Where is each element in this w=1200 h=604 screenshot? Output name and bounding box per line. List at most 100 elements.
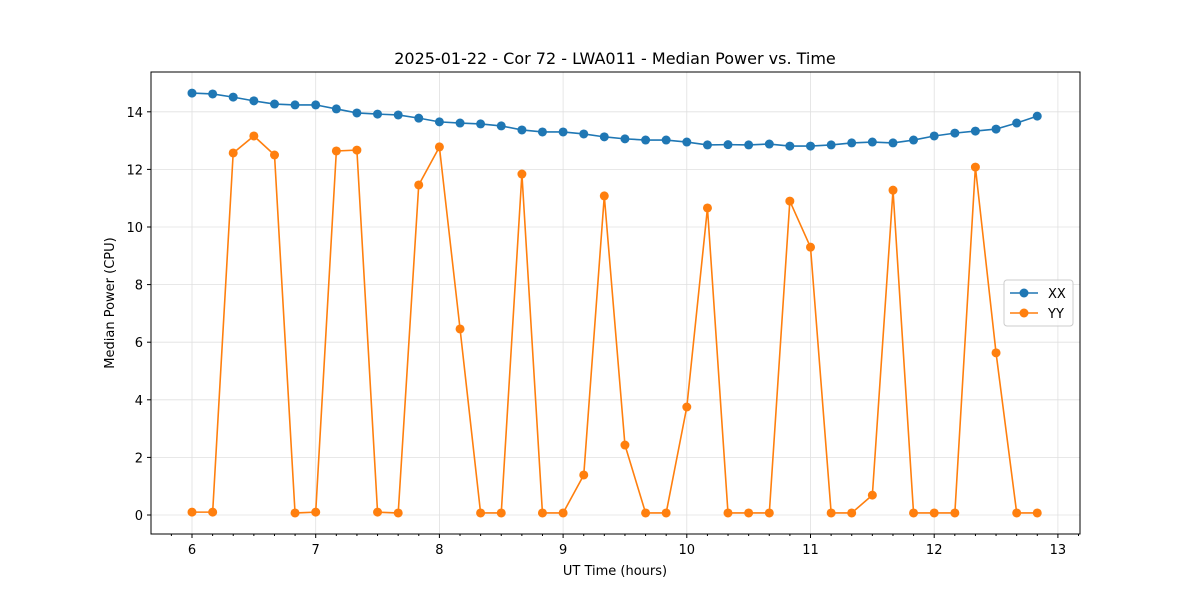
plot-frame bbox=[150, 71, 1081, 535]
x-tick-label: 9 bbox=[559, 543, 567, 558]
data-point-yy bbox=[826, 508, 836, 518]
y-tick-label: 8 bbox=[135, 279, 143, 294]
x-axis: 6 7 8 9 10 11 12 13 bbox=[170, 534, 1080, 558]
data-point-yy bbox=[496, 508, 506, 518]
data-point-xx bbox=[1032, 111, 1042, 121]
data-point-xx bbox=[950, 128, 960, 138]
data-point-xx bbox=[785, 141, 795, 151]
y-tick-label: 2 bbox=[135, 451, 143, 466]
data-point-yy bbox=[970, 162, 980, 172]
data-point-yy bbox=[537, 508, 547, 518]
data-point-yy bbox=[702, 203, 712, 213]
data-point-xx bbox=[352, 108, 362, 118]
data-point-yy bbox=[270, 150, 280, 160]
data-point-yy bbox=[847, 508, 857, 518]
x-tick-label: 10 bbox=[679, 543, 696, 558]
data-point-xx bbox=[208, 89, 218, 99]
data-point-xx bbox=[228, 92, 238, 102]
data-point-xx bbox=[270, 99, 280, 109]
data-point-xx bbox=[806, 141, 815, 151]
data-point-xx bbox=[909, 135, 919, 145]
x-tick-label: 6 bbox=[188, 543, 196, 558]
data-point-yy bbox=[1012, 508, 1022, 518]
data-point-xx bbox=[455, 118, 465, 128]
data-point-yy bbox=[311, 507, 321, 517]
data-point-xx bbox=[661, 135, 671, 145]
y-tick-label: 12 bbox=[126, 163, 143, 178]
x-tick-label: 8 bbox=[435, 543, 443, 558]
data-point-yy bbox=[579, 470, 589, 480]
data-point-yy bbox=[290, 508, 300, 518]
data-point-xx bbox=[476, 119, 486, 129]
data-point-xx bbox=[620, 134, 630, 144]
legend-marker-xx bbox=[1019, 288, 1029, 298]
data-point-yy bbox=[373, 507, 383, 517]
data-point-yy bbox=[785, 196, 795, 206]
data-point-yy bbox=[476, 508, 486, 518]
data-point-yy bbox=[909, 508, 919, 518]
y-tick-label: 0 bbox=[135, 509, 143, 524]
data-point-yy bbox=[806, 242, 815, 252]
y-tick-label: 14 bbox=[126, 106, 143, 121]
data-point-xx bbox=[331, 104, 341, 114]
data-point-xx bbox=[888, 138, 898, 148]
data-point-xx bbox=[682, 137, 692, 147]
data-point-xx bbox=[579, 129, 589, 139]
data-point-xx bbox=[249, 96, 259, 106]
data-point-yy bbox=[434, 142, 444, 152]
y-tick-label: 10 bbox=[126, 221, 143, 236]
data-point-yy bbox=[764, 508, 774, 518]
legend: XX YY bbox=[1003, 279, 1074, 327]
x-axis-label: UT Time (hours) bbox=[563, 564, 667, 579]
data-point-xx bbox=[702, 140, 712, 150]
data-point-xx bbox=[414, 113, 424, 123]
data-point-xx bbox=[393, 110, 403, 120]
data-point-xx bbox=[867, 137, 877, 147]
data-point-xx bbox=[599, 132, 609, 142]
data-point-xx bbox=[991, 124, 1001, 134]
data-point-yy bbox=[888, 185, 898, 195]
data-point-yy bbox=[929, 508, 939, 518]
data-point-yy bbox=[867, 490, 877, 500]
data-point-yy bbox=[641, 508, 651, 518]
data-point-yy bbox=[661, 508, 671, 518]
data-point-yy bbox=[599, 191, 609, 201]
data-point-yy bbox=[228, 148, 238, 158]
data-point-xx bbox=[970, 126, 980, 136]
legend-marker-yy bbox=[1019, 308, 1029, 318]
data-point-yy bbox=[1032, 508, 1042, 518]
data-point-yy bbox=[414, 180, 424, 190]
data-point-yy bbox=[682, 402, 692, 412]
series-line-yy bbox=[192, 134, 1038, 514]
data-point-yy bbox=[950, 508, 960, 518]
data-point-yy bbox=[620, 440, 630, 450]
data-point-xx bbox=[723, 140, 733, 150]
y-tick-label: 4 bbox=[135, 394, 143, 409]
data-point-yy bbox=[455, 324, 465, 334]
data-point-xx bbox=[434, 117, 444, 127]
data-point-xx bbox=[373, 109, 383, 119]
legend-label-yy: YY bbox=[1047, 307, 1064, 322]
y-axis: 0 2 4 6 8 10 12 14 bbox=[126, 106, 151, 524]
x-tick-label: 7 bbox=[312, 543, 320, 558]
data-point-xx bbox=[1012, 118, 1022, 128]
data-point-xx bbox=[764, 139, 774, 149]
legend-label-xx: XX bbox=[1048, 287, 1066, 302]
data-point-xx bbox=[537, 127, 547, 137]
series-layer bbox=[187, 88, 1042, 518]
data-point-xx bbox=[826, 140, 836, 150]
data-point-yy bbox=[991, 348, 1001, 358]
data-point-xx bbox=[847, 138, 857, 148]
chart-title: 2025-01-22 - Cor 72 - LWA011 - Median Po… bbox=[394, 49, 836, 68]
data-point-yy bbox=[558, 508, 568, 518]
data-point-yy bbox=[208, 507, 218, 517]
data-point-xx bbox=[290, 100, 300, 110]
y-tick-label: 6 bbox=[135, 336, 143, 351]
data-point-xx bbox=[558, 127, 568, 137]
x-tick-label: 12 bbox=[926, 543, 943, 558]
data-point-yy bbox=[352, 145, 362, 155]
data-point-yy bbox=[723, 508, 733, 518]
data-point-yy bbox=[393, 508, 403, 518]
data-point-xx bbox=[929, 131, 939, 141]
